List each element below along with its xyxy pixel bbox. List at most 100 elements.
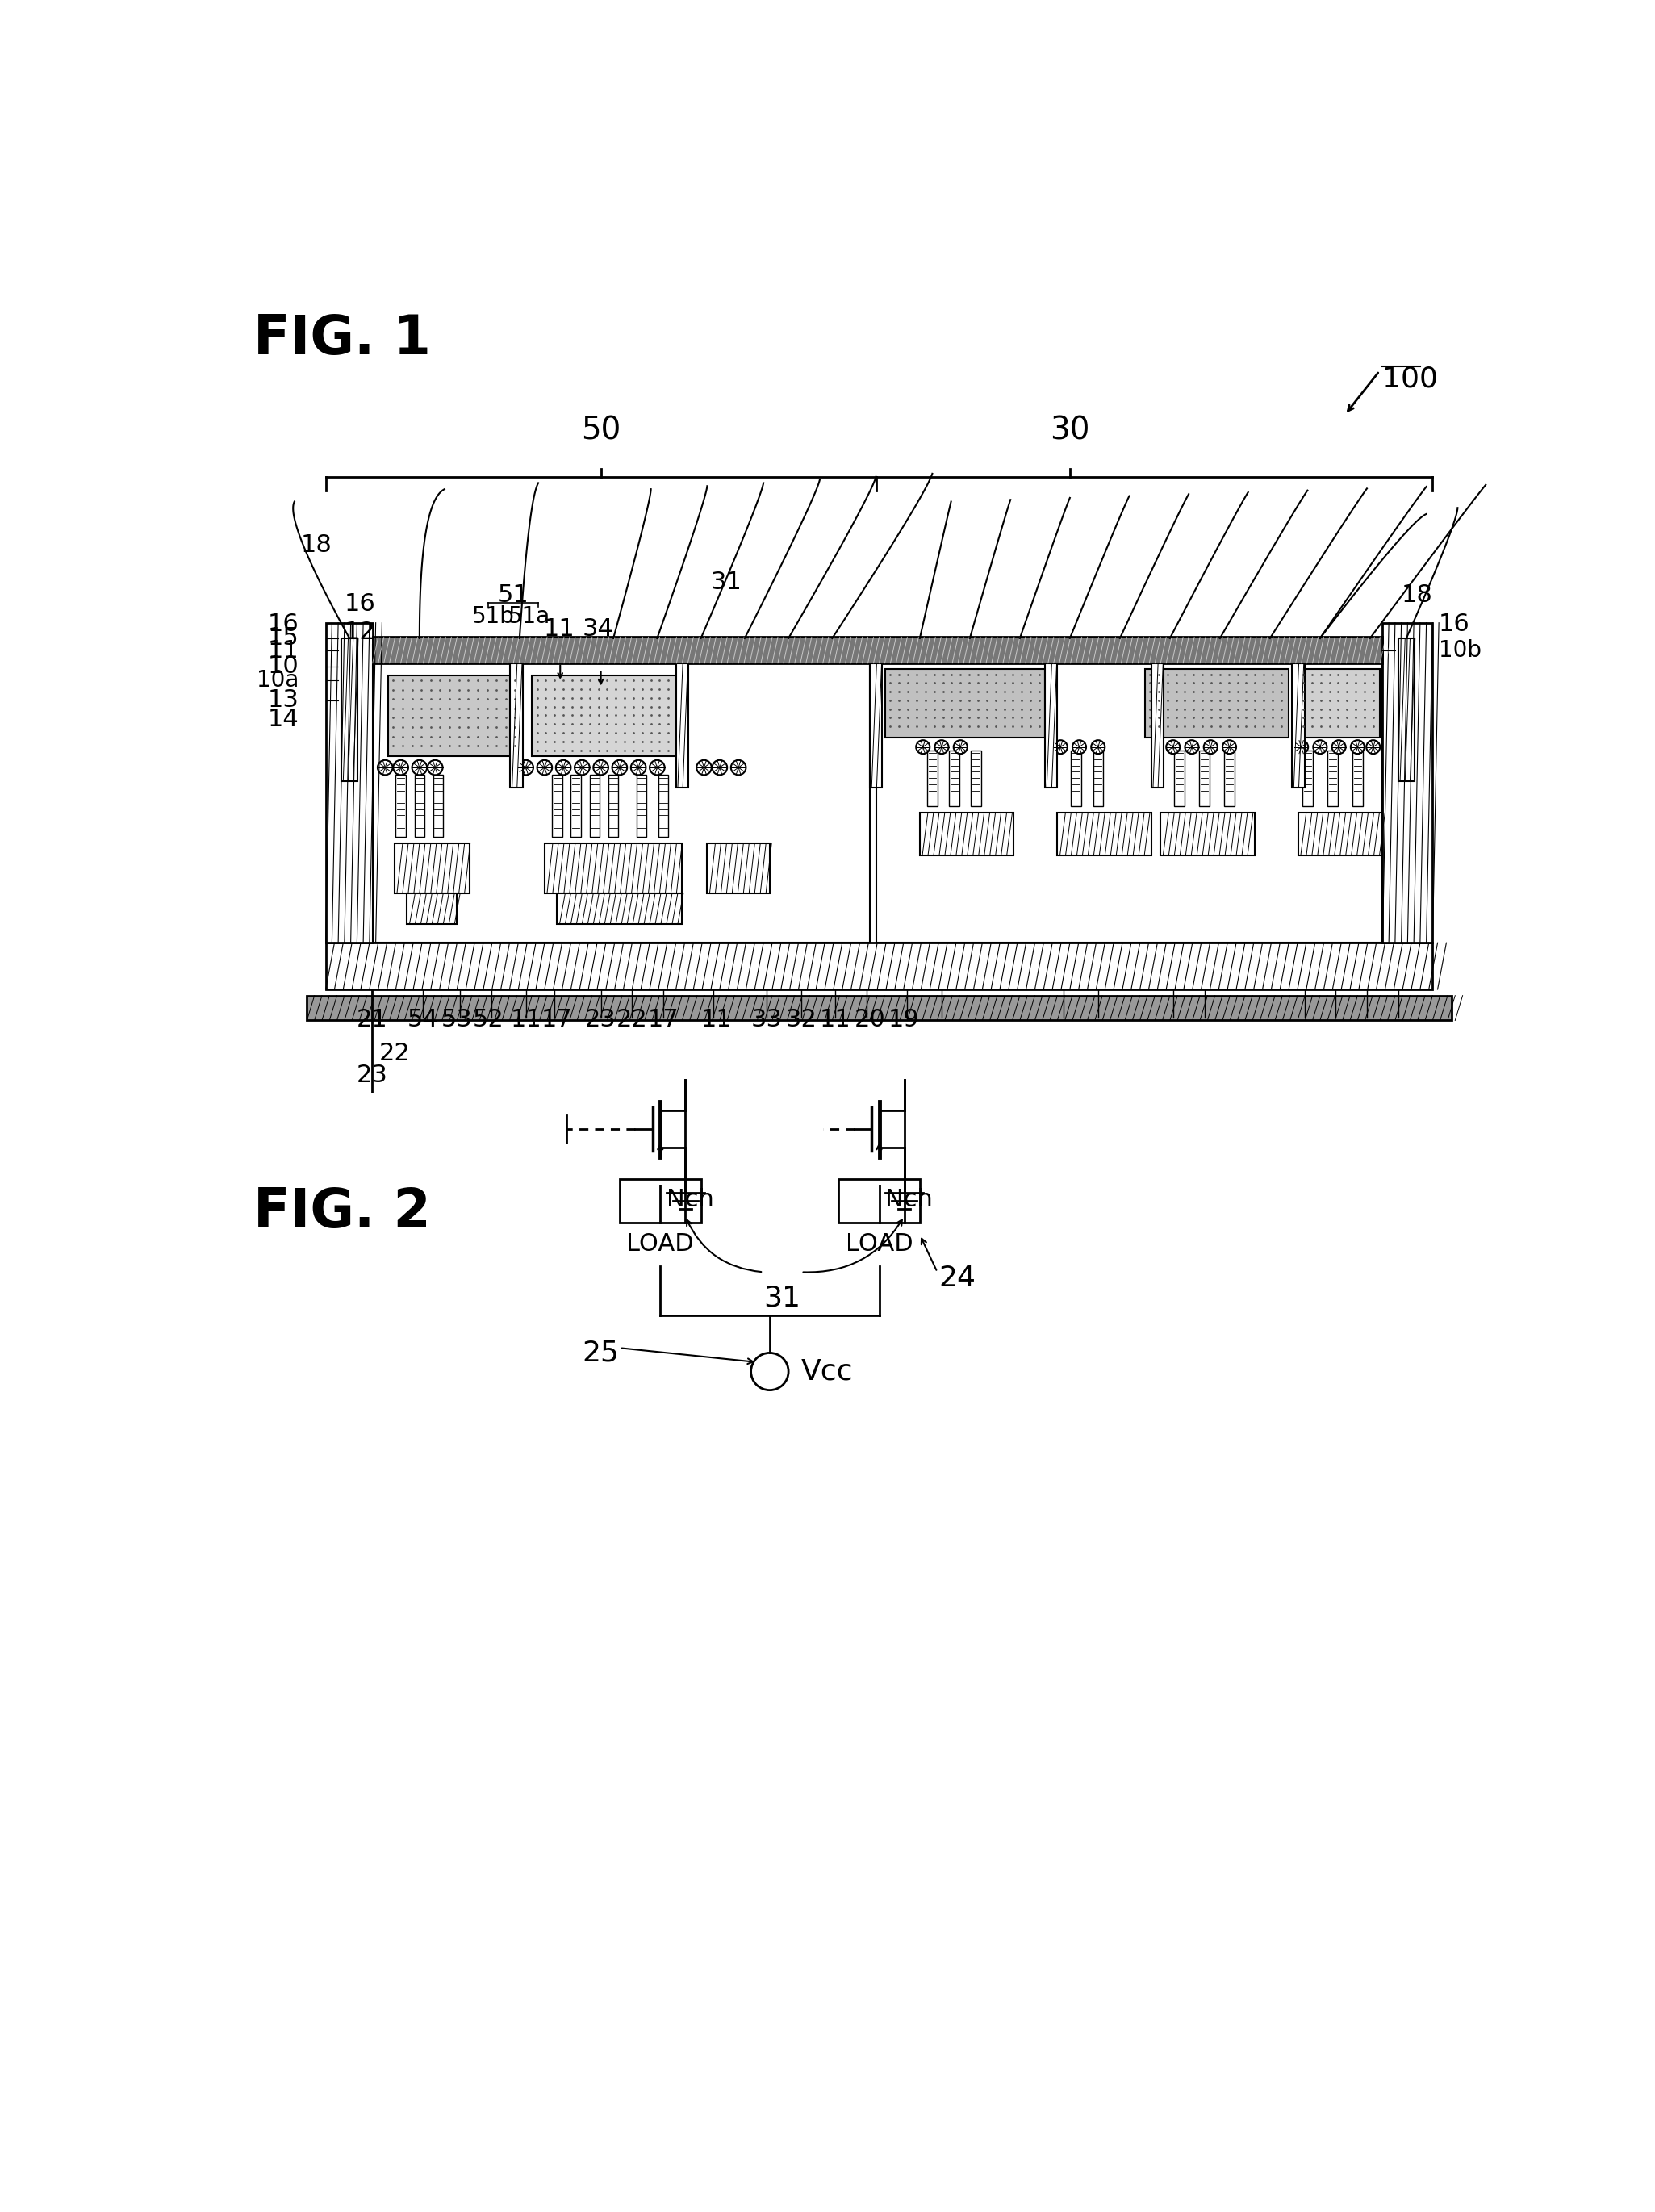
- Circle shape: [1167, 741, 1180, 754]
- Bar: [707, 843, 770, 894]
- Bar: [1352, 750, 1362, 805]
- Text: 23: 23: [356, 1064, 387, 1088]
- Circle shape: [732, 761, 746, 774]
- Bar: [971, 750, 981, 805]
- Circle shape: [574, 761, 589, 774]
- Text: 53: 53: [442, 1009, 473, 1031]
- Bar: [1327, 750, 1337, 805]
- Circle shape: [1054, 741, 1067, 754]
- Text: 32: 32: [784, 1009, 816, 1031]
- Text: 10a: 10a: [257, 670, 300, 692]
- Text: 22: 22: [617, 1009, 647, 1031]
- Bar: [839, 1179, 920, 1223]
- Bar: [531, 675, 675, 757]
- Bar: [1293, 664, 1304, 787]
- Bar: [389, 675, 520, 757]
- Circle shape: [394, 761, 409, 774]
- Bar: [434, 774, 444, 836]
- Bar: [1044, 664, 1058, 787]
- Text: 11: 11: [543, 617, 574, 641]
- Circle shape: [1223, 741, 1236, 754]
- Circle shape: [1203, 741, 1218, 754]
- Text: 22: 22: [379, 1042, 410, 1066]
- Bar: [414, 774, 424, 836]
- Text: 15: 15: [268, 626, 300, 650]
- Bar: [544, 843, 682, 894]
- Bar: [1071, 750, 1081, 805]
- Bar: [659, 774, 669, 836]
- Circle shape: [1294, 741, 1307, 754]
- Circle shape: [556, 761, 571, 774]
- Text: 54: 54: [407, 1009, 439, 1031]
- Bar: [1298, 670, 1379, 737]
- Circle shape: [1312, 741, 1327, 754]
- Bar: [1298, 812, 1382, 856]
- Bar: [394, 843, 470, 894]
- Text: 14: 14: [268, 708, 300, 730]
- Text: 16: 16: [1438, 613, 1470, 637]
- Circle shape: [1332, 741, 1346, 754]
- Bar: [553, 774, 563, 836]
- Bar: [372, 644, 871, 942]
- Bar: [326, 624, 372, 942]
- Bar: [396, 774, 405, 836]
- Bar: [1152, 664, 1163, 787]
- Text: 52: 52: [473, 1009, 503, 1031]
- Text: 24: 24: [938, 1265, 976, 1292]
- Text: 33: 33: [751, 1009, 783, 1031]
- Bar: [609, 774, 619, 836]
- Text: 11: 11: [819, 1009, 851, 1031]
- Bar: [1302, 750, 1312, 805]
- Bar: [1225, 750, 1235, 805]
- Circle shape: [712, 761, 727, 774]
- Bar: [950, 750, 960, 805]
- Bar: [675, 664, 688, 787]
- Text: 31: 31: [763, 1285, 801, 1312]
- Text: 18: 18: [301, 533, 333, 557]
- Text: Nch: Nch: [885, 1188, 933, 1212]
- Circle shape: [697, 761, 712, 774]
- Bar: [875, 644, 1382, 942]
- Bar: [927, 750, 937, 805]
- Circle shape: [650, 761, 665, 774]
- Bar: [1200, 750, 1210, 805]
- Bar: [1398, 639, 1415, 781]
- Circle shape: [953, 741, 967, 754]
- Text: FIG. 1: FIG. 1: [253, 312, 432, 365]
- Text: 16: 16: [268, 613, 300, 637]
- Text: 20: 20: [854, 1009, 885, 1031]
- Bar: [571, 774, 581, 836]
- Circle shape: [377, 761, 392, 774]
- Text: 51b: 51b: [472, 606, 515, 628]
- Bar: [306, 995, 1451, 1020]
- Text: 12: 12: [344, 619, 376, 644]
- Text: 16: 16: [344, 593, 376, 615]
- Bar: [1145, 670, 1289, 737]
- Text: FIG. 2: FIG. 2: [253, 1186, 430, 1239]
- Text: 10b: 10b: [1438, 639, 1481, 661]
- Circle shape: [1367, 741, 1380, 754]
- Text: 10: 10: [268, 655, 300, 677]
- Text: 100: 100: [1382, 365, 1438, 392]
- Bar: [920, 812, 1013, 856]
- Text: 51: 51: [498, 584, 530, 606]
- Text: 25: 25: [583, 1338, 619, 1367]
- Text: 21: 21: [356, 1009, 387, 1031]
- Bar: [1382, 624, 1433, 942]
- Circle shape: [1091, 741, 1106, 754]
- Circle shape: [1072, 741, 1086, 754]
- Text: 51a: 51a: [508, 606, 549, 628]
- Text: 17: 17: [647, 1009, 679, 1031]
- Text: 34: 34: [583, 617, 614, 641]
- Circle shape: [427, 761, 442, 774]
- Circle shape: [915, 741, 930, 754]
- Circle shape: [751, 1354, 788, 1389]
- Text: 11: 11: [702, 1009, 732, 1031]
- Text: 50: 50: [581, 416, 621, 445]
- Bar: [619, 1179, 702, 1223]
- Text: Nch: Nch: [667, 1188, 713, 1212]
- Bar: [1058, 812, 1152, 856]
- Bar: [341, 639, 357, 781]
- Circle shape: [1185, 741, 1198, 754]
- Bar: [558, 894, 682, 925]
